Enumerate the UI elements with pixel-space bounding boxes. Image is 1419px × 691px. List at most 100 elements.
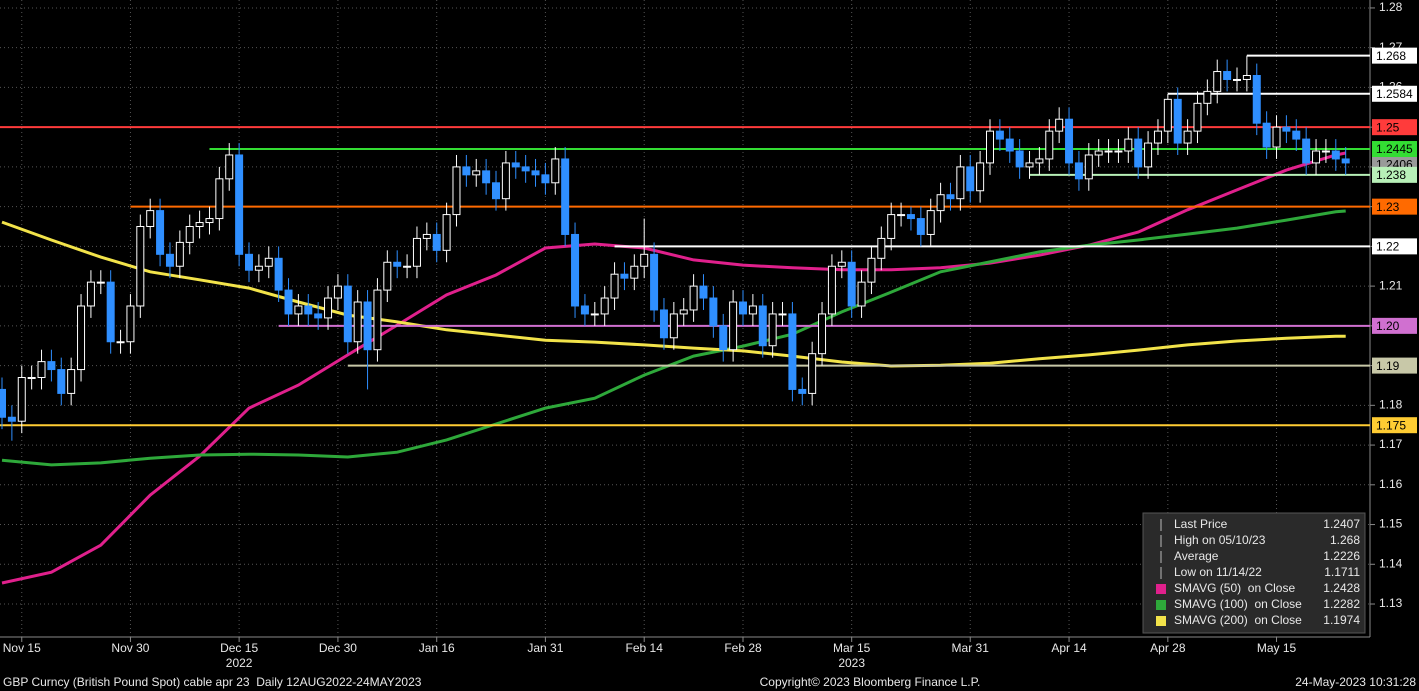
candle-body	[274, 257, 283, 291]
candle-body	[1084, 154, 1093, 180]
level-tag: 1.19	[1376, 359, 1400, 373]
candle-body	[442, 214, 451, 251]
level-tag-box	[1372, 141, 1417, 158]
candle-body	[867, 257, 876, 283]
candle-body	[7, 416, 16, 422]
candle-body	[403, 265, 412, 268]
candle-body	[659, 309, 668, 339]
candle-body	[956, 166, 965, 200]
y-tick-label: 1.14	[1379, 556, 1403, 570]
candle-body	[422, 233, 431, 239]
candle-body	[1005, 138, 1014, 152]
candle-body	[758, 305, 767, 347]
candle-body	[47, 361, 56, 371]
candle-body	[650, 253, 659, 311]
candle-body	[353, 301, 362, 343]
legend-label: Last Price	[1174, 517, 1228, 531]
candle-body	[600, 297, 609, 315]
year-label: 2023	[838, 656, 865, 670]
candle-body	[739, 301, 747, 315]
candle-body	[1193, 102, 1202, 132]
x-tick-label: May 15	[1257, 641, 1297, 655]
candle-body	[106, 281, 115, 343]
level-tag: 1.23	[1376, 200, 1400, 214]
candle-body	[373, 289, 382, 351]
candle-body	[146, 210, 155, 228]
candle-body	[1074, 162, 1083, 180]
candle-body	[1124, 138, 1133, 152]
candle-body	[897, 214, 906, 217]
candle-body	[729, 301, 738, 351]
candle-body	[1213, 71, 1222, 92]
candle-body	[363, 301, 372, 351]
candle-body	[511, 162, 520, 168]
candle-body	[1173, 98, 1182, 144]
level-tag: 1.22	[1376, 240, 1400, 254]
legend-label: High on 05/10/23	[1174, 533, 1266, 547]
footer-left: GBP Curncy (British Pound Spot) cable ap…	[3, 675, 422, 689]
candle-body	[827, 265, 836, 315]
candle-body	[630, 265, 639, 279]
candle-body	[1134, 138, 1143, 168]
x-tick-label: Dec 15	[220, 641, 258, 655]
candle-body	[798, 388, 807, 394]
candle-body	[294, 305, 303, 315]
candle-body	[837, 261, 846, 267]
legend-label: Average	[1174, 549, 1219, 563]
level-tag: 1.2584	[1376, 87, 1413, 101]
candle-body	[1183, 130, 1192, 144]
level-tag-box	[1372, 317, 1417, 334]
candle-body	[590, 313, 599, 316]
legend: Last Price 1.2407 High on 05/10/23 1.268 Ave…	[1142, 512, 1366, 634]
candle-body	[96, 281, 105, 284]
level-tag: 1.25	[1376, 120, 1400, 134]
level-tag: 1.238	[1376, 168, 1406, 182]
candle-body	[857, 281, 866, 307]
candle-body	[986, 130, 994, 164]
candle-body	[482, 170, 491, 184]
candle-body	[225, 154, 234, 180]
y-tick-label: 1.17	[1379, 437, 1403, 451]
candle-body	[472, 170, 481, 176]
candle-body	[462, 166, 471, 176]
legend-value: 1.268	[1330, 533, 1360, 547]
x-tick-label: Jan 16	[419, 641, 455, 655]
candle-body	[640, 253, 649, 267]
candle-body	[768, 313, 777, 347]
level-tag-box	[1372, 198, 1417, 215]
candle-body	[699, 285, 708, 299]
candle-body	[1144, 142, 1153, 168]
candle-body	[17, 377, 26, 422]
legend-label: SMAVG (100) on Close	[1174, 597, 1302, 611]
moving-average-line	[1, 209, 1346, 467]
candle-body	[254, 265, 263, 271]
legend-value: 1.2226	[1323, 549, 1360, 563]
candle-body	[976, 162, 985, 192]
level-tag-box	[1372, 166, 1417, 183]
candle-body	[818, 313, 827, 355]
candle-body	[946, 194, 955, 200]
candle-body	[57, 369, 66, 394]
candle-body	[501, 162, 510, 200]
candle-body	[492, 182, 500, 200]
candle-body	[1282, 126, 1291, 132]
candle-body	[1331, 150, 1340, 160]
candle-body	[1104, 150, 1113, 153]
legend-label: SMAVG (200) on Close	[1174, 613, 1302, 627]
candle-body	[432, 233, 441, 251]
candle-body	[748, 305, 757, 315]
level-tag: 1.20	[1376, 319, 1400, 333]
level-tag: 1.2445	[1376, 142, 1413, 156]
candle-body	[412, 237, 421, 267]
candle-body	[333, 285, 342, 299]
level-tag-box	[1372, 85, 1417, 102]
x-tick-label: Feb 14	[626, 641, 664, 655]
y-tick-label: 1.15	[1379, 517, 1403, 531]
candle-body	[571, 233, 580, 307]
candle-body	[1341, 158, 1350, 164]
y-tick-label: 1.13	[1379, 596, 1403, 610]
candle-body	[541, 174, 550, 184]
candle-body	[610, 273, 619, 299]
candle-body	[393, 261, 402, 267]
